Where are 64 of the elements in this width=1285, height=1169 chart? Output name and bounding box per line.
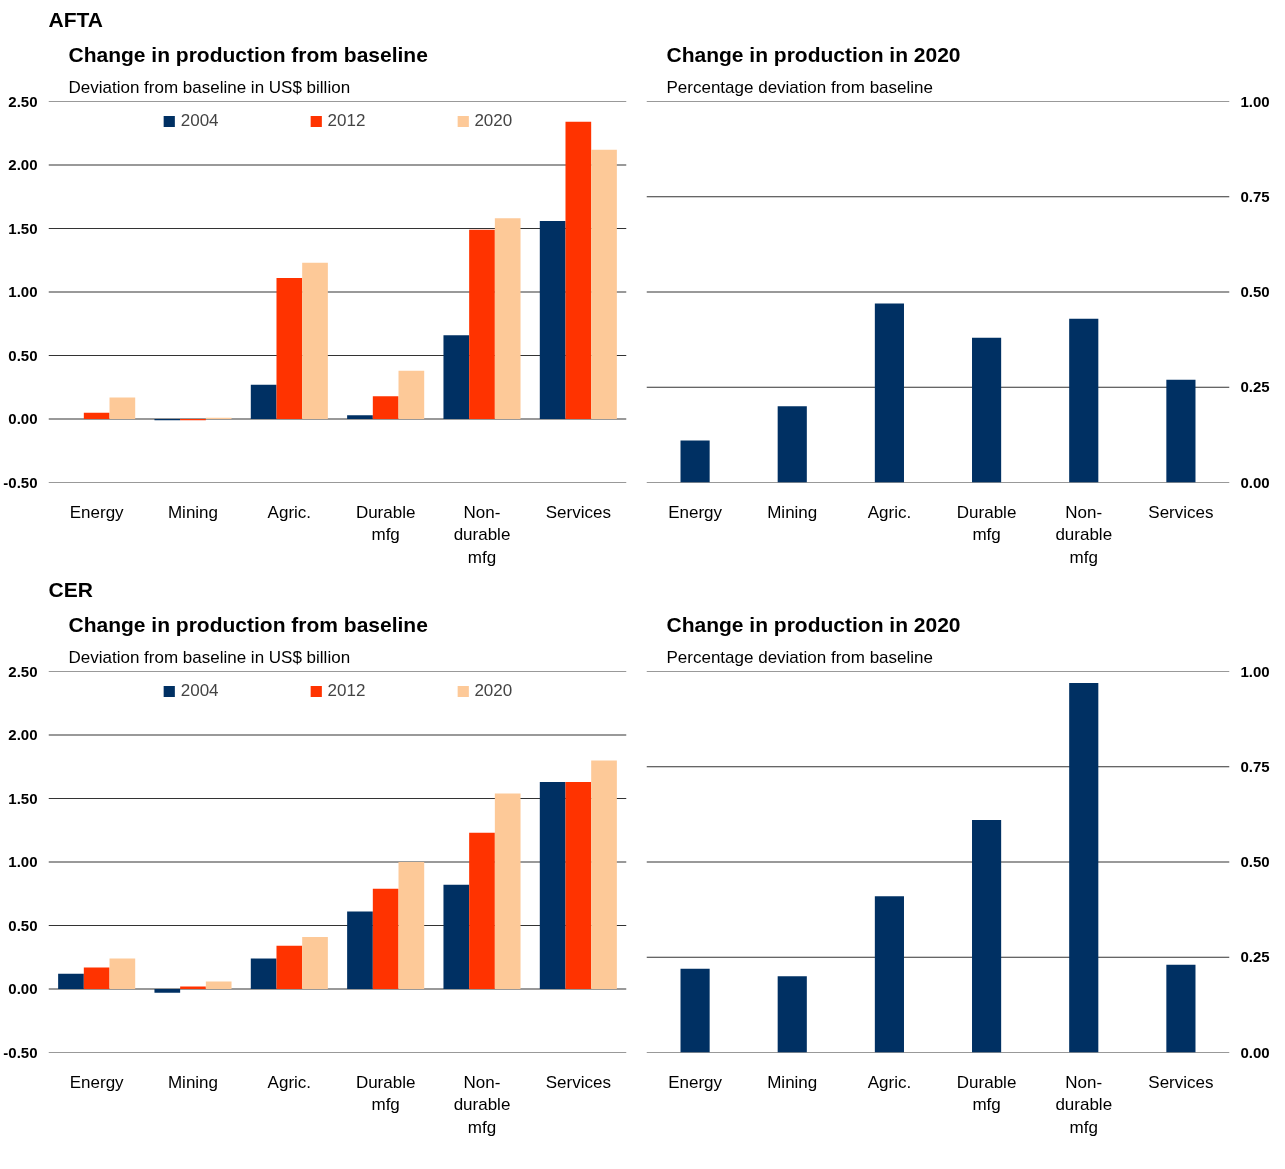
y-tick-label: 0.00 — [8, 980, 38, 997]
y2-tick-label: 0.25 — [1240, 378, 1270, 396]
x-tick-label: Durable mfg — [956, 1072, 1017, 1115]
y2-tick-label: 0.00 — [1240, 1043, 1270, 1061]
y-tick-label: 2.50 — [8, 92, 38, 110]
y-tick-label: 0.50 — [8, 916, 38, 934]
legend-label: 2012 — [327, 111, 366, 131]
y-tick-label: 1.50 — [8, 219, 38, 237]
y-tick-label: -0.50 — [3, 473, 38, 491]
x-tick-label: Mining — [167, 502, 219, 522]
x-tick-label: Agric. — [867, 502, 912, 522]
y-tick-label: 0.50 — [8, 346, 38, 364]
x-tick-label: Agric. — [267, 502, 312, 522]
x-tick-label: Energy — [668, 502, 723, 522]
y-tick-label: -0.50 — [3, 1043, 38, 1061]
x-tick-label: Durable mfg — [355, 1072, 416, 1115]
x-tick-label: Services — [1148, 502, 1214, 522]
y2-tick-label: 0.50 — [1240, 283, 1270, 300]
x-tick-label: Agric. — [867, 1072, 912, 1092]
y2-tick-label: 0.75 — [1240, 187, 1270, 205]
x-tick-label: Services — [1148, 1072, 1214, 1092]
legend-label: 2020 — [474, 111, 513, 131]
x-tick-label: Durable mfg — [355, 502, 416, 545]
y-tick-label: 0.00 — [8, 410, 38, 427]
y2-tick-label: 0.75 — [1240, 757, 1270, 775]
chart-title: Change in production in 2020 — [666, 42, 961, 66]
y2-tick-label: 1.00 — [1240, 92, 1270, 110]
x-tick-label: Energy — [69, 1072, 125, 1092]
chart-title: Change in production in 2020 — [666, 612, 961, 636]
x-tick-label: Agric. — [267, 1072, 312, 1092]
y2-tick-label: 0.00 — [1240, 473, 1270, 491]
y2-tick-label: 0.25 — [1240, 948, 1270, 966]
x-tick-label: Mining — [767, 502, 818, 522]
legend-label: 2012 — [327, 681, 366, 701]
y-tick-label: 1.00 — [8, 853, 38, 870]
y-tick-label: 2.00 — [8, 726, 38, 743]
x-tick-label: Mining — [767, 1072, 818, 1092]
chart-subtitle: Deviation from baseline in US$ billion — [68, 647, 351, 667]
x-tick-label: Non-durable mfg — [453, 1072, 511, 1138]
x-tick-label: Services — [545, 502, 611, 522]
legend-label: 2020 — [474, 681, 513, 701]
y-tick-label: 2.00 — [8, 156, 38, 173]
text: AFTA — [48, 7, 103, 31]
x-tick-label: Energy — [668, 1072, 723, 1092]
y-tick-label: 2.50 — [8, 662, 38, 680]
x-tick-label: Non-durable mfg — [1055, 502, 1113, 568]
chart-subtitle: Percentage deviation from baseline — [666, 77, 933, 97]
chart-title: Change in production from baseline — [68, 612, 428, 636]
x-tick-label: Energy — [69, 502, 125, 522]
y2-tick-label: 0.50 — [1240, 853, 1270, 870]
y2-tick-label: 1.00 — [1240, 662, 1270, 680]
legend-label: 2004 — [180, 681, 219, 701]
x-tick-label: Mining — [167, 1072, 219, 1092]
chart-subtitle: Deviation from baseline in US$ billion — [68, 77, 351, 97]
x-tick-label: Non-durable mfg — [1055, 1072, 1113, 1138]
chart-subtitle: Percentage deviation from baseline — [666, 647, 933, 667]
x-tick-label: Non-durable mfg — [453, 502, 511, 568]
y-tick-label: 1.50 — [8, 789, 38, 807]
chart-title: Change in production from baseline — [68, 42, 428, 66]
text: CER — [48, 577, 93, 601]
x-tick-label: Services — [545, 1072, 611, 1092]
x-tick-label: Durable mfg — [956, 502, 1017, 545]
y-tick-label: 1.00 — [8, 283, 38, 300]
legend-label: 2004 — [180, 111, 219, 131]
